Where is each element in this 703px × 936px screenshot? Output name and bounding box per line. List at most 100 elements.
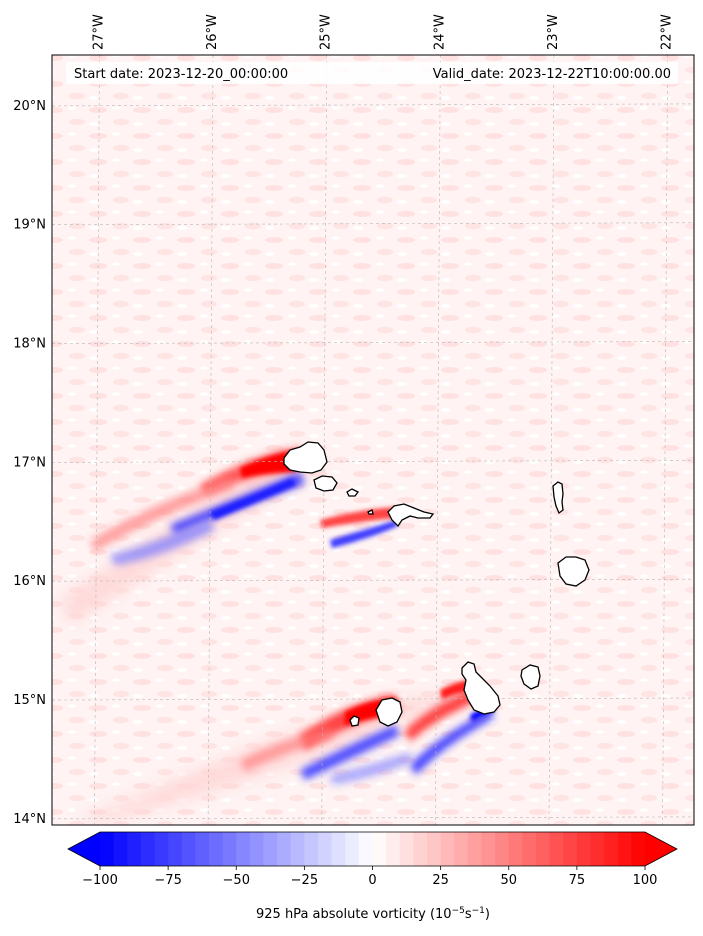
colorbar-block [304,832,319,866]
vorticity-field [60,447,494,825]
colorbar-block [249,832,264,866]
colorbar-block [631,832,646,866]
colorbar-block [549,832,564,866]
colorbar-tick-label: 50 [500,873,517,888]
colorbar-block [617,832,632,866]
colorbar-tick-label: 100 [633,873,658,888]
vorticity-background [52,55,694,825]
colorbar-block [100,832,115,866]
lon-tick-label: 24°W [432,14,447,50]
colorbar-tick-label: −25 [291,873,318,888]
map-panel: Start date: 2023-12-20_00:00:00 Valid_da… [13,14,695,827]
island-sao-vicente [313,475,338,492]
gridline-lat [52,222,694,226]
latitude-labels: 20°N 19°N 18°N 17°N 16°N 15°N 14°N [13,99,46,827]
lat-tick-label: 14°N [13,812,46,827]
longitude-labels: 27°W 26°W 25°W 24°W 23°W 22°W [91,14,674,50]
gridline-lon [548,55,555,825]
colorbar-extend-low [68,832,100,866]
colorbar-block [386,832,401,866]
gridline-lon [435,55,441,825]
colorbar-block [127,832,142,866]
colorbar-tick-label: −75 [154,873,181,888]
colorbar-block [331,832,346,866]
colorbar-block [358,832,373,866]
gridline-lat [52,578,694,582]
colorbar-block [413,832,428,866]
colorbar-label: 925 hPa absolute vorticity (10−5s−1) [256,906,490,922]
colorbar-extend-high [645,832,677,866]
island-brava [349,715,360,727]
colorbar-block [508,832,523,866]
island-fogo [375,697,403,727]
header-band [66,62,678,84]
island-santa-luzia [346,488,359,497]
colorbar: −100 −75 −50 −25 0 25 50 75 100 925 hPa absolute… [67,831,678,922]
colorbar-block [222,832,237,866]
colorbar-block [154,832,169,866]
colorbar-block [536,832,551,866]
island-boa-vista [557,556,590,587]
lat-tick-label: 15°N [13,693,46,708]
colorbar-blocks [100,832,646,866]
island-santiago [461,661,501,715]
island-sao-nicolau [387,503,435,528]
coastlines [283,441,590,727]
colorbar-block [236,832,251,866]
colorbar-ticks: −100 −75 −50 −25 0 25 50 75 100 [82,866,657,888]
lon-tick-label: 25°W [319,14,334,50]
colorbar-tick-label: −50 [223,873,250,888]
colorbar-block [454,832,469,866]
gridline-lat [52,697,694,701]
lat-tick-label: 16°N [13,574,46,589]
colorbar-block [576,832,591,866]
gridline-lon [662,55,668,825]
colorbar-block [440,832,455,866]
gridline-lat [52,816,694,820]
colorbar-tick-label: 75 [569,873,586,888]
colorbar-block [427,832,442,866]
gridline-lat [52,460,694,463]
colorbar-block [372,832,387,866]
island-raso [367,509,374,515]
lat-tick-label: 20°N [13,99,46,114]
colorbar-block [467,832,482,866]
colorbar-block [590,832,605,866]
colorbar-block [209,832,224,866]
colorbar-block [181,832,196,866]
colorbar-block [277,832,292,866]
colorbar-block [345,832,360,866]
island-sal [552,481,564,515]
lat-tick-label: 19°N [13,218,46,233]
colorbar-block [263,832,278,866]
map-frame [51,54,695,826]
lon-tick-label: 22°W [660,14,675,50]
island-santo-antao [283,441,328,474]
colorbar-block [604,832,619,866]
gridline-lon [207,55,214,825]
colorbar-block [481,832,496,866]
colorbar-block [399,832,414,866]
colorbar-block [522,832,537,866]
colorbar-block [168,832,183,866]
colorbar-tick-label: 25 [432,873,449,888]
gridline-lon [321,55,328,825]
gridlines [52,55,694,825]
colorbar-block [140,832,155,866]
colorbar-block [290,832,305,866]
island-maio [520,664,541,690]
colorbar-tick-label: 0 [368,873,376,888]
colorbar-block [318,832,333,866]
gridline-lon [94,55,100,825]
colorbar-block [195,832,210,866]
lon-tick-label: 27°W [91,14,106,50]
lat-tick-label: 18°N [13,337,46,352]
gridline-lat [52,103,694,107]
colorbar-tick-label: −100 [82,873,118,888]
valid-date-label: Valid_date: 2023-12-22T10:00:00.00 [433,67,671,82]
start-date-label: Start date: 2023-12-20_00:00:00 [74,67,288,82]
colorbar-block [113,832,128,866]
colorbar-block [563,832,578,866]
gridline-lat [52,341,694,344]
colorbar-block [495,832,510,866]
